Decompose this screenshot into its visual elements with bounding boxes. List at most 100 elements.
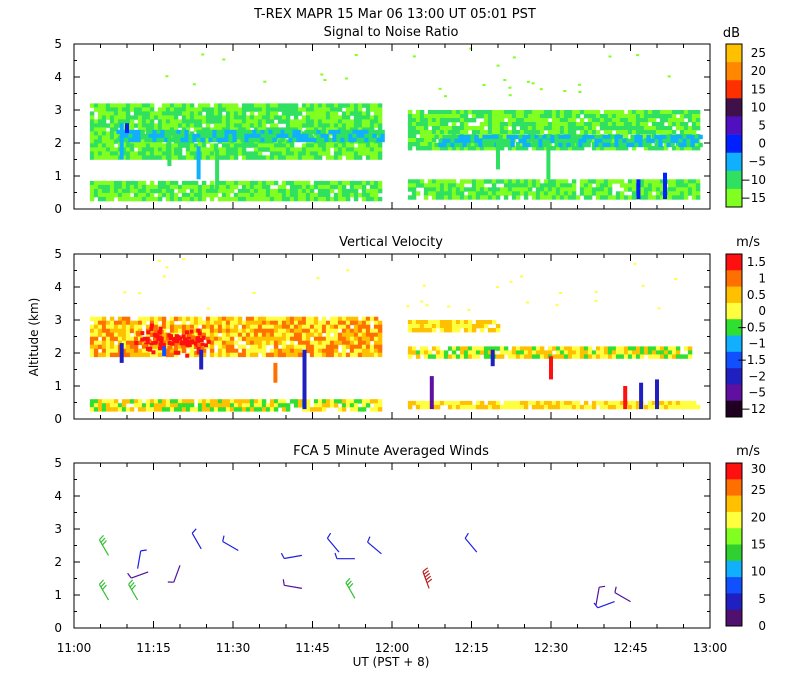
heatmap-cell xyxy=(571,122,577,127)
heatmap-cell xyxy=(611,354,617,359)
heatmap-cell xyxy=(321,180,327,186)
heatmap-cell xyxy=(551,191,557,196)
heatmap-cell xyxy=(411,187,417,192)
heatmap-cell xyxy=(265,119,271,124)
heatmap-cell xyxy=(105,403,111,408)
heatmap-cell xyxy=(149,115,155,120)
colorbar-cell xyxy=(726,62,742,81)
heatmap-cell xyxy=(543,400,549,406)
heatmap-cell xyxy=(213,103,219,108)
heatmap-cell xyxy=(289,107,295,112)
heatmap-cell xyxy=(583,191,589,196)
heatmap-cell xyxy=(475,320,481,325)
heatmap-cell xyxy=(543,183,549,188)
heatmap-cell xyxy=(293,123,299,128)
heatmap-cell xyxy=(337,151,343,156)
noise-speck xyxy=(422,284,426,287)
heatmap-cell xyxy=(474,138,479,144)
heatmap-cell xyxy=(458,142,463,148)
heatmap-cell xyxy=(97,139,103,144)
heatmap-cell xyxy=(487,114,493,119)
heatmap-cell xyxy=(209,127,215,132)
heatmap-cell xyxy=(567,126,573,131)
heatmap-cell xyxy=(317,143,323,148)
heatmap-cell xyxy=(671,110,677,115)
heatmap-cell xyxy=(443,183,449,188)
heatmap-cell xyxy=(105,399,111,404)
heatmap-cell xyxy=(121,352,127,358)
heatmap-cell xyxy=(165,320,171,326)
heatmap-cell xyxy=(507,354,513,359)
heatmap-cell xyxy=(133,115,139,120)
heatmap-cell xyxy=(216,133,221,139)
heatmap-cell xyxy=(511,191,517,196)
heatmap-cell xyxy=(281,184,287,190)
heatmap-cell xyxy=(93,119,99,124)
heatmap-cell xyxy=(261,111,267,116)
heatmap-cell xyxy=(447,400,453,406)
heatmap-cell xyxy=(563,114,569,119)
heatmap-cell xyxy=(423,122,429,127)
heatmap-cell xyxy=(273,407,279,412)
heatmap-cell xyxy=(245,115,251,120)
heatmap-cell xyxy=(193,196,199,202)
heatmap-cell xyxy=(345,127,351,132)
heatmap-cell xyxy=(136,133,141,139)
heatmap-cell xyxy=(296,133,301,139)
heatmap-cell xyxy=(431,118,437,123)
heatmap-cell xyxy=(89,127,95,132)
heatmap-cell xyxy=(357,407,363,412)
heatmap-cell xyxy=(193,324,199,330)
heatmap-cell xyxy=(269,188,275,194)
heatmap-cell xyxy=(503,404,509,410)
heatmap-cell xyxy=(431,187,437,192)
heatmap-cell xyxy=(169,103,175,108)
heatmap-cell xyxy=(237,111,243,116)
heatmap-cell xyxy=(273,336,279,342)
wind-barb xyxy=(167,565,181,583)
figure-title: T-REX MAPR 15 Mar 06 13:00 UT 05:01 PST xyxy=(253,7,536,22)
velocity-panel: Vertical Velocity m/s Altitude (km) 0123… xyxy=(27,235,766,426)
heatmap-cell xyxy=(261,407,267,412)
heatmap-cell xyxy=(185,316,191,322)
heatmap-cell xyxy=(225,107,231,112)
heatmap-cell xyxy=(265,316,271,322)
heatmap-cell xyxy=(479,328,485,333)
heatmap-cell xyxy=(675,179,681,184)
heatmap-cell xyxy=(365,196,371,202)
heatmap-cell xyxy=(265,155,271,160)
heatmap-cell xyxy=(639,183,645,188)
heatmap-cell xyxy=(173,119,179,124)
heatmap-cell xyxy=(459,183,465,188)
heatmap-cell xyxy=(241,320,247,326)
heatmap-cell xyxy=(208,133,213,139)
heatmap-cell xyxy=(109,336,115,342)
heatmap-cell xyxy=(349,352,355,358)
heatmap-cell xyxy=(373,320,379,326)
colorbar-label: 30 xyxy=(751,462,766,476)
heatmap-cell xyxy=(583,130,589,135)
heatmap-cell xyxy=(675,122,681,127)
heatmap-cell xyxy=(205,115,211,120)
heatmap-cell xyxy=(137,107,143,112)
heatmap-cell xyxy=(341,348,347,354)
heatmap-cell xyxy=(518,138,523,144)
heatmap-cell xyxy=(89,192,95,198)
heatmap-cell xyxy=(216,137,221,143)
heatmap-hot-cell xyxy=(158,326,163,331)
heatmap-cell xyxy=(543,110,549,115)
heatmap-cell xyxy=(345,340,351,346)
heatmap-cell xyxy=(301,188,307,194)
heatmap-cell xyxy=(317,328,323,334)
heatmap-cell xyxy=(455,110,461,115)
heatmap-cell xyxy=(229,188,235,194)
heatmap-cell xyxy=(221,399,227,404)
heatmap-cell xyxy=(527,179,533,184)
heatmap-cell xyxy=(241,180,247,186)
heatmap-cell xyxy=(682,134,687,140)
heatmap-cell xyxy=(583,183,589,188)
heatmap-cell xyxy=(201,115,207,120)
heatmap-cell xyxy=(587,187,593,192)
heatmap-cell xyxy=(101,107,107,112)
heatmap-cell xyxy=(531,138,537,143)
